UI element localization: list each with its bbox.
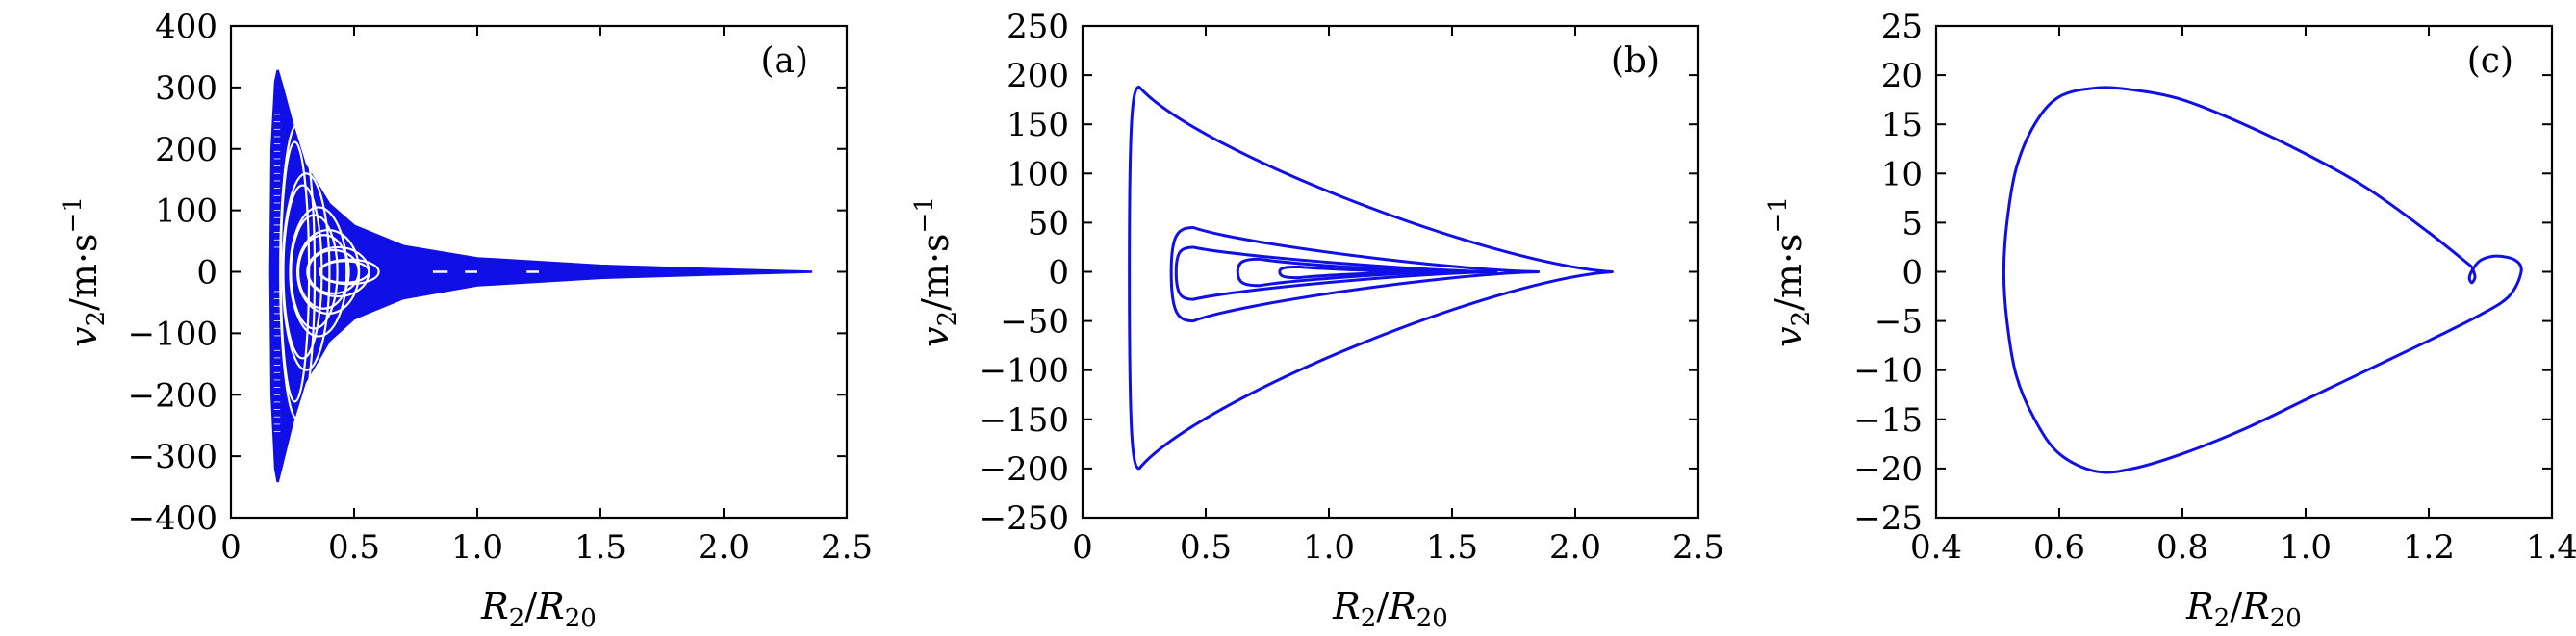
y-tick-label: 0 [196, 254, 217, 293]
y-axis-label: v2/m·s−1 [1764, 196, 1816, 347]
trajectory-loop [1169, 226, 1541, 323]
y-tick-label: −50 [1000, 303, 1069, 342]
x-axis-label: R2/R20 [480, 585, 597, 633]
y-tick-label: −250 [980, 499, 1069, 538]
inner-loop [290, 214, 339, 330]
y-tick-label: 10 [1881, 155, 1923, 193]
y-tick-label: 50 [1028, 204, 1069, 242]
x-tick-label: 0.8 [2156, 528, 2208, 567]
panel-b: 0 0.5 1.0 1.5 2.0 2.5 250 200 150 100 50 0 −50 −100 −1… [910, 8, 1724, 633]
x-tick-label: 1.2 [2403, 528, 2455, 567]
y-tick-label: 100 [155, 192, 217, 231]
y-tick-label: 200 [155, 131, 217, 169]
trajectory-curve [2002, 86, 2523, 474]
x-tick-label: 0 [220, 528, 242, 567]
y-tick-label: 400 [155, 8, 217, 46]
x-tick-label: 1.4 [2526, 528, 2576, 567]
y-tick-label: −100 [980, 352, 1069, 391]
x-tick-label: 1.0 [1303, 528, 1355, 567]
x-axis-label: R2/R20 [1332, 585, 1448, 633]
trajectory-envelope [268, 69, 813, 483]
y-tick-label: −5 [1875, 303, 1923, 342]
plot-area [268, 69, 813, 483]
x-tick-label: 1.0 [451, 528, 503, 567]
y-tick-label: −200 [980, 450, 1069, 489]
y-tick-label: −20 [1853, 450, 1923, 489]
y-tick-label: −200 [128, 376, 217, 415]
panel-a: 0 0.5 1.0 1.5 2.0 2.5 400 300 200 100 0 −100 −200 −30… [59, 8, 873, 633]
y-tick-label: 300 [155, 69, 217, 108]
x-tick-label: 0.5 [1180, 528, 1232, 567]
y-tick-label: −150 [980, 401, 1069, 440]
y-tick-label: 250 [1007, 8, 1069, 46]
inner-loop [296, 234, 350, 310]
x-tick-label: 2.0 [1549, 528, 1601, 567]
x-tick-label: 1.5 [1426, 528, 1478, 567]
x-axis-label: R2/R20 [2185, 585, 2302, 633]
y-tick-label: −100 [128, 315, 217, 353]
x-tick-label: 0.5 [328, 528, 380, 567]
y-tick-label: 15 [1881, 106, 1923, 144]
y-tick-label: 0 [1901, 254, 1923, 293]
y-tick-label: 200 [1007, 57, 1069, 95]
y-tick-label: −300 [128, 438, 217, 476]
panel-label: (c) [2467, 41, 2513, 81]
inner-loop [307, 248, 360, 295]
y-tick-label: 150 [1007, 106, 1069, 144]
x-tick-label: 0.4 [1910, 528, 1962, 567]
x-tick-label: 0.6 [2033, 528, 2085, 567]
panel-label: (a) [760, 41, 808, 81]
x-tick-label: 2.5 [1672, 528, 1724, 567]
x-tick-label: 0 [1072, 528, 1093, 567]
axes-frame [1934, 24, 2554, 520]
plot-area [2002, 86, 2523, 474]
x-tick-label: 2.0 [698, 528, 750, 567]
y-tick-label: 100 [1007, 155, 1069, 193]
trajectory-loop [1174, 245, 1498, 301]
trajectory-loop [1236, 257, 1454, 288]
y-tick-label: −15 [1853, 401, 1923, 440]
y-tick-label: 25 [1881, 8, 1923, 46]
trajectory-loop [1128, 85, 1614, 471]
panel-c: 0.4 0.6 0.8 1.0 1.2 1.4 25 20 15 10 5 0 −5 −10 −15 −20 −… [1764, 8, 2576, 633]
inner-loop [319, 260, 370, 284]
x-tick-label: 1.5 [574, 528, 626, 567]
y-tick-label: −400 [128, 499, 217, 538]
x-tick-label: 1.0 [2280, 528, 2332, 567]
panel-label: (b) [1611, 41, 1660, 81]
y-tick-label: 5 [1901, 204, 1923, 242]
y-tick-label: −10 [1853, 352, 1923, 391]
y-axis-label: v2/m·s−1 [59, 196, 111, 347]
inner-loop [282, 184, 323, 360]
y-axis-label: v2/m·s−1 [910, 196, 962, 347]
trajectory-loop [1278, 265, 1424, 280]
x-tick-label: 2.5 [821, 528, 873, 567]
y-tick-label: −25 [1853, 499, 1923, 538]
y-tick-label: 0 [1048, 254, 1069, 293]
plot-area [1128, 85, 1614, 471]
y-tick-label: 20 [1881, 57, 1923, 95]
